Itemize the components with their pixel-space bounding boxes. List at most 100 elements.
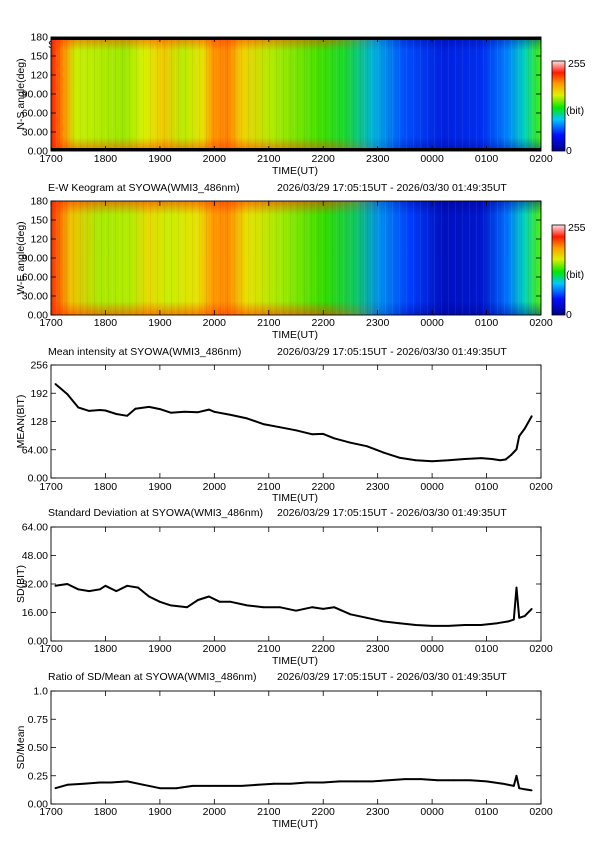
x-tick-label: 1700 (39, 153, 63, 165)
series-point (262, 423, 265, 425)
series-point (420, 778, 423, 780)
y-tick-label: 0.00 (28, 799, 49, 811)
y-tick-label: 0.75 (28, 714, 49, 726)
series-point (278, 606, 281, 609)
x-tick-label: 2300 (366, 481, 390, 493)
x-tick-label: 0000 (420, 806, 444, 818)
x-tick-label: 2300 (366, 153, 390, 165)
x-tick-label: 0000 (420, 153, 444, 165)
x-tick-label: 2100 (257, 806, 281, 818)
y-tick-label: 128 (30, 416, 48, 428)
x-tick-label: 0200 (529, 806, 553, 818)
series-point (229, 414, 232, 416)
series-point (512, 618, 515, 621)
series-point (463, 458, 466, 460)
series-point (77, 406, 80, 409)
series-point (333, 606, 335, 609)
series-point (213, 410, 216, 413)
series-point (295, 429, 297, 432)
series-point (311, 433, 314, 436)
y-tick-label: 150 (30, 51, 48, 63)
y-tick-label: 32.00 (22, 579, 48, 591)
y-tick-label: 64.00 (22, 522, 48, 534)
y-tick-label: 180 (30, 32, 48, 44)
x-tick-label: 0200 (529, 481, 553, 493)
x-tick-label: 0100 (475, 806, 499, 818)
series-point (197, 599, 199, 601)
y-tick-label: 0.00 (28, 310, 49, 322)
chart-title: E-W Keogram at SYOWA(WMI3_486nm) (48, 182, 240, 194)
y-axis-label: W-E angle(deg) (15, 221, 27, 294)
y-tick-label: 0.50 (28, 742, 49, 754)
chart-panel-5: Ratio of SD/Mean at SYOWA(WMI3_486nm) 202… (15, 671, 553, 830)
series-point (137, 586, 140, 589)
chart-subtitle: 2026/03/29 17:05:15UT - 2026/03/30 01:49… (277, 507, 507, 519)
y-axis-label: SD(BIT) (15, 565, 27, 603)
x-tick-label: 2000 (203, 153, 227, 165)
x-tick-label: 2300 (366, 806, 390, 818)
colorbar-min-label: 0 (566, 145, 572, 157)
x-tick-label: 1900 (148, 153, 172, 165)
series-point (99, 781, 101, 784)
series-point (183, 410, 186, 413)
y-tick-label: 16.00 (22, 607, 48, 619)
x-tick-label: 1900 (148, 643, 172, 655)
x-tick-label: 2300 (366, 643, 390, 655)
series-point (322, 433, 325, 435)
y-tick-label: 180 (30, 196, 48, 208)
x-tick-label: 2000 (203, 806, 227, 818)
series-point (278, 426, 281, 429)
x-tick-label: 1700 (39, 643, 63, 655)
series-point (224, 785, 227, 787)
series-point (110, 781, 112, 784)
series-point (485, 780, 488, 783)
series-point (515, 448, 518, 451)
y-tick-label: 60.00 (22, 272, 48, 284)
series-point (66, 783, 69, 786)
colorbar (551, 224, 566, 316)
colorbar (551, 60, 566, 152)
x-tick-label: 2200 (312, 806, 336, 818)
x-tick-label: 2000 (203, 643, 227, 655)
series-point (518, 616, 521, 619)
series-point (191, 785, 194, 787)
y-axis-label: MEAN(BIT) (15, 395, 27, 449)
series-point (54, 383, 57, 385)
series-point (208, 595, 210, 598)
series-point (504, 458, 507, 461)
series-point (322, 781, 325, 784)
series-point (159, 600, 161, 603)
series-point (523, 788, 526, 791)
series-point (306, 781, 308, 784)
series-point (431, 460, 433, 463)
y-tick-label: 1.0 (33, 686, 48, 698)
x-tick-label: 1700 (39, 806, 63, 818)
series-point (159, 787, 161, 790)
series-point (104, 409, 107, 412)
x-tick-label: 1800 (94, 317, 118, 329)
series-point (126, 780, 129, 783)
chart-title: Ratio of SD/Mean at SYOWA(WMI3_486nm) (48, 671, 257, 683)
x-tick-label: 2200 (312, 643, 336, 655)
x-tick-label: 2100 (257, 643, 281, 655)
colorbar-max-label: 255 (568, 58, 586, 70)
chart-subtitle: 2026/03/29 17:05:15UT - 2026/03/30 01:49… (277, 182, 507, 194)
y-tick-label: 30.00 (22, 127, 48, 139)
x-tick-label: 2100 (257, 317, 281, 329)
x-tick-label: 1700 (39, 481, 63, 493)
series-point (134, 407, 137, 410)
series-point (322, 608, 325, 610)
y-tick-label: 90.00 (22, 89, 48, 101)
y-tick-label: 120 (30, 70, 48, 82)
series-point (414, 459, 417, 462)
x-tick-label: 0200 (529, 643, 553, 655)
series-point (530, 608, 533, 610)
x-tick-label: 2100 (257, 481, 281, 493)
series-point (530, 789, 533, 792)
series-point (186, 606, 189, 609)
y-axis-label: N-S angle(deg) (15, 58, 27, 129)
series-point (218, 600, 221, 603)
y-tick-label: 64.00 (22, 444, 48, 456)
series-point (126, 584, 129, 587)
series-point (88, 590, 90, 592)
